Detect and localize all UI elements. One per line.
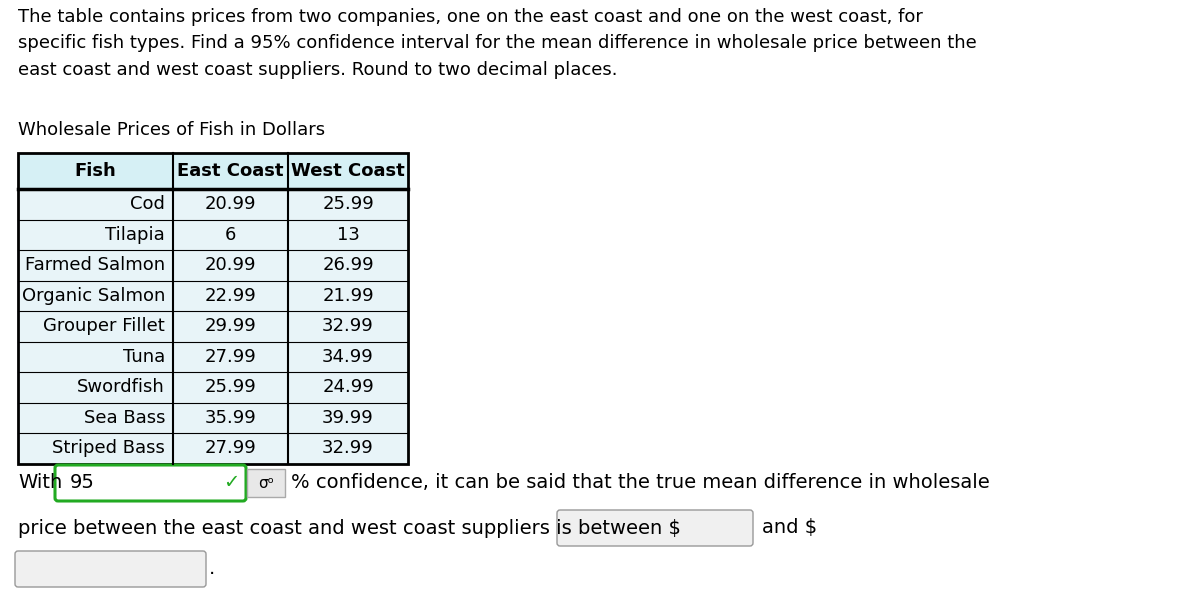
Text: 25.99: 25.99 [205, 378, 257, 396]
Text: 26.99: 26.99 [322, 256, 374, 274]
FancyBboxPatch shape [557, 510, 754, 546]
Text: .: . [209, 560, 215, 579]
Bar [18, 153, 408, 189]
Bar [18, 219, 408, 250]
Text: Farmed Salmon: Farmed Salmon [25, 256, 166, 274]
Bar [18, 342, 408, 372]
Text: 22.99: 22.99 [205, 287, 257, 305]
Text: 6: 6 [224, 226, 236, 244]
Text: price between the east coast and west coast suppliers is between $: price between the east coast and west co… [18, 518, 680, 537]
Text: 20.99: 20.99 [205, 256, 257, 274]
Bar [18, 153, 408, 464]
Bar [18, 189, 408, 219]
Text: Organic Salmon: Organic Salmon [22, 287, 166, 305]
Text: 29.99: 29.99 [205, 317, 257, 335]
Text: 32.99: 32.99 [322, 317, 374, 335]
Text: Striped Bass: Striped Bass [52, 439, 166, 457]
Text: 21.99: 21.99 [322, 287, 374, 305]
Text: Sea Bass: Sea Bass [84, 409, 166, 427]
Text: 27.99: 27.99 [205, 347, 257, 366]
Text: Tuna: Tuna [122, 347, 166, 366]
Text: With: With [18, 473, 62, 493]
Text: Grouper Fillet: Grouper Fillet [43, 317, 166, 335]
Text: Tilapia: Tilapia [106, 226, 166, 244]
Text: 39.99: 39.99 [322, 409, 374, 427]
Bar [18, 433, 408, 464]
Text: East Coast: East Coast [178, 162, 283, 180]
Text: Swordfish: Swordfish [77, 378, 166, 396]
Bar [18, 250, 408, 280]
Text: 20.99: 20.99 [205, 195, 257, 213]
Text: Fish: Fish [74, 162, 116, 180]
Text: specific fish types. Find a 95% confidence interval for the mean difference in w: specific fish types. Find a 95% confiden… [18, 34, 977, 53]
Text: 27.99: 27.99 [205, 439, 257, 457]
Text: West Coast: West Coast [292, 162, 404, 180]
Text: Wholesale Prices of Fish in Dollars: Wholesale Prices of Fish in Dollars [18, 121, 325, 139]
Bar [18, 403, 408, 433]
FancyBboxPatch shape [14, 551, 206, 587]
Text: Cod: Cod [130, 195, 166, 213]
Text: 24.99: 24.99 [322, 378, 374, 396]
Bar [18, 372, 408, 403]
Text: and $: and $ [762, 518, 817, 537]
Text: 25.99: 25.99 [322, 195, 374, 213]
Text: 95: 95 [70, 473, 95, 493]
Text: 35.99: 35.99 [205, 409, 257, 427]
Bar [18, 311, 408, 342]
Text: east coast and west coast suppliers. Round to two decimal places.: east coast and west coast suppliers. Rou… [18, 61, 618, 79]
Text: 34.99: 34.99 [322, 347, 374, 366]
Text: 32.99: 32.99 [322, 439, 374, 457]
FancyBboxPatch shape [55, 465, 246, 501]
Bar [247, 469, 286, 497]
Text: 13: 13 [336, 226, 360, 244]
Text: ✓: ✓ [223, 473, 239, 493]
Text: % confidence, it can be said that the true mean difference in wholesale: % confidence, it can be said that the tr… [292, 473, 990, 493]
Bar [18, 280, 408, 311]
Text: σᵒ: σᵒ [258, 476, 274, 490]
Text: The table contains prices from two companies, one on the east coast and one on t: The table contains prices from two compa… [18, 8, 923, 26]
